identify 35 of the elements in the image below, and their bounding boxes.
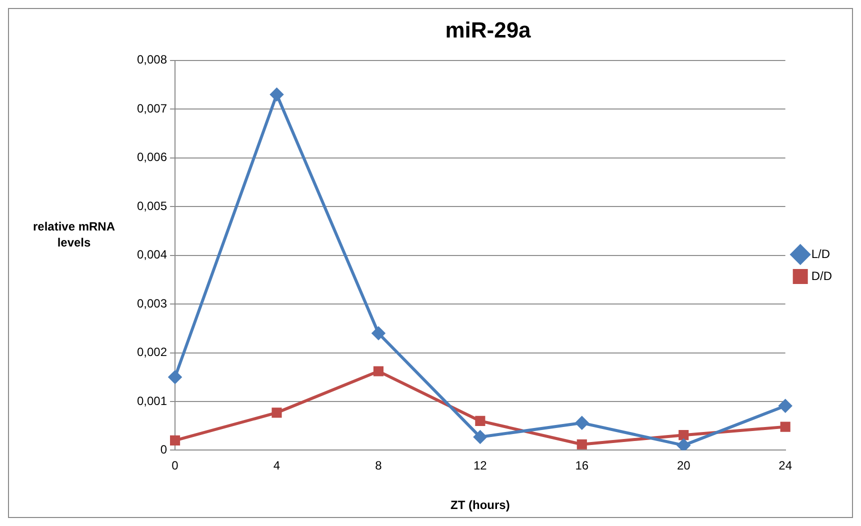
point (678, 430, 689, 440)
y-tick-label: 0,004 (137, 248, 168, 262)
chart-title: miR-29a (445, 17, 532, 42)
point (272, 408, 282, 418)
y-tick-label: 0,002 (137, 345, 168, 360)
point (270, 88, 284, 102)
x-tick-label: 16 (575, 458, 589, 473)
y-tick-label: 0,006 (137, 150, 168, 164)
point (170, 435, 180, 446)
point (372, 326, 385, 340)
x-tick-label: 20 (676, 458, 691, 473)
point (576, 439, 587, 450)
y-tick-label: 0 (160, 442, 168, 457)
y-tick-label: 0,003 (137, 296, 168, 310)
legend-label: L/D (811, 246, 830, 261)
point (780, 422, 790, 432)
point (778, 399, 792, 412)
x-axis-title: ZT (hours) (450, 498, 510, 512)
point (168, 370, 182, 384)
y-tick-label: 0,001 (137, 394, 168, 408)
point (373, 366, 384, 376)
point (474, 430, 487, 444)
y-axis-title: relative mRNA levels (32, 220, 116, 250)
legend-label: D/D (811, 268, 832, 283)
x-tick-label: 8 (375, 458, 382, 473)
point (677, 438, 690, 450)
x-tick-label: 24 (778, 458, 792, 473)
y-tick-label: 0,008 (137, 52, 168, 67)
point (475, 416, 486, 426)
point (575, 416, 588, 430)
x-tick-label: 4 (273, 458, 280, 473)
x-tick-label: 12 (474, 458, 488, 473)
y-tick-label: 0,005 (137, 198, 168, 213)
y-tick-label: 0,007 (137, 101, 168, 116)
x-tick-label: 0 (172, 458, 179, 473)
